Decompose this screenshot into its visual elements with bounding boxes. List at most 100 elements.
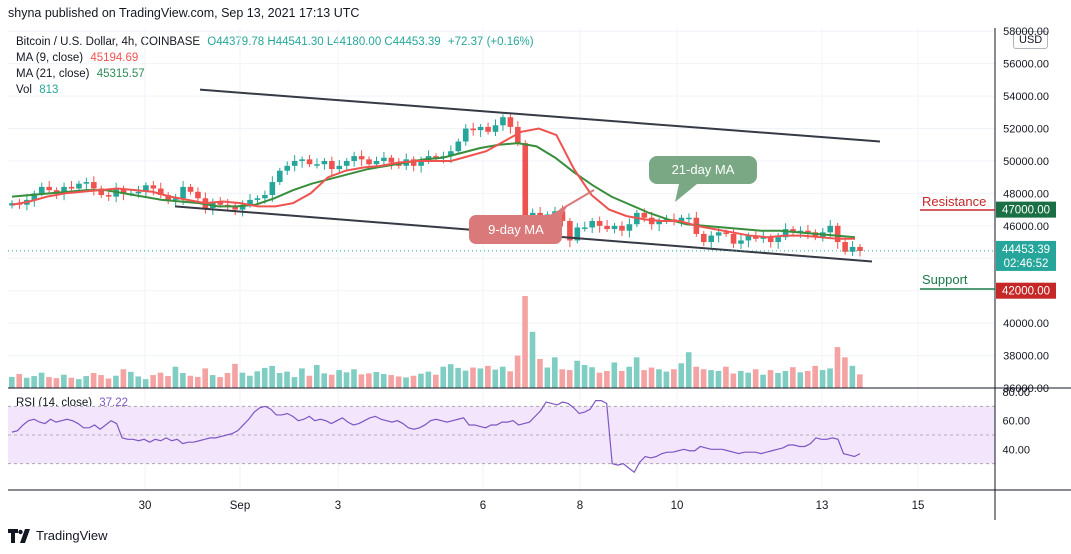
candle-body <box>492 125 499 132</box>
volume-bar <box>559 369 566 388</box>
price-tick-label: 40000.00 <box>1003 318 1049 330</box>
volume-bar <box>142 379 149 388</box>
volume-bar <box>388 375 394 388</box>
axes: 58000.00 56000.00 54000.00 52000.00 50000.00… <box>8 26 1071 520</box>
volume-bar <box>842 357 848 388</box>
ma21-row[interactable]: MA (21, close) 45315.57 <box>16 66 534 82</box>
volume-bar <box>75 379 82 388</box>
footer-brand: TradingView <box>36 528 108 543</box>
volume-bar <box>172 366 179 388</box>
volume-bar <box>380 374 387 388</box>
volume-bar <box>120 369 127 388</box>
volume-bar <box>700 369 707 388</box>
volume-bar <box>128 371 134 388</box>
volume-bar <box>61 374 67 388</box>
candle-body <box>284 165 291 171</box>
resistance-label: Resistance <box>922 194 986 209</box>
candle-body <box>656 220 662 225</box>
volume-bar <box>581 365 588 388</box>
candle-body <box>611 225 618 230</box>
candle-body <box>247 199 253 205</box>
tradingview-footer[interactable]: TradingView <box>8 528 108 543</box>
resistance-level-tag-box <box>996 201 1056 218</box>
volume-row[interactable]: Vol 813 <box>16 82 534 98</box>
candle-body <box>381 157 387 161</box>
volume-bar <box>522 296 528 388</box>
volume-bar <box>782 370 789 388</box>
support-level-tag-text: 42000.00 <box>1002 286 1050 298</box>
volume-bar <box>685 352 692 388</box>
volume-bar <box>217 377 223 388</box>
volume-bar <box>834 347 841 388</box>
candle-body <box>418 160 424 166</box>
volume-bar <box>790 367 796 388</box>
volume-bar <box>276 373 283 388</box>
candle-body <box>604 225 610 230</box>
candle-body <box>782 229 789 238</box>
volume-bar <box>663 371 670 388</box>
candle-body <box>619 225 625 231</box>
volume-bar <box>403 377 409 388</box>
candle-body <box>358 156 365 160</box>
candle-body <box>135 191 142 194</box>
volume-bar <box>165 376 171 388</box>
time-tick-label: Sep <box>230 500 250 512</box>
current-price-tag-box <box>996 240 1056 271</box>
volume-bar <box>269 365 275 388</box>
candle-body <box>105 195 112 197</box>
candle-body <box>641 212 648 218</box>
volume-bar <box>671 369 677 388</box>
volume-bar <box>150 375 156 388</box>
volume-bar <box>90 373 97 388</box>
currency-button[interactable]: USD <box>1013 31 1049 49</box>
volume-bar <box>366 373 372 388</box>
candle-body <box>678 217 685 221</box>
candle-body <box>68 186 75 189</box>
rsi-tick-label: 80.00 <box>1002 387 1030 399</box>
annotations: 21-day MA 9-day MA Resistance Support 47000.… <box>8 156 1056 299</box>
candle-body <box>187 186 194 192</box>
volume-bar <box>113 375 119 388</box>
ohlc-values: O44379.78 H44541.30 L44180.00 C44453.39 <box>207 36 441 48</box>
volume-bar <box>321 373 328 388</box>
volume-bar <box>98 375 104 388</box>
rsi-label: RSI (14, close) <box>16 397 93 409</box>
volume-bar <box>812 365 818 388</box>
volume-bar <box>328 374 335 388</box>
candle-body <box>143 185 149 192</box>
time-tick-label: 10 <box>671 500 684 512</box>
candle-body <box>314 164 320 166</box>
upper-channel-line <box>199 88 881 143</box>
volume-bar <box>819 370 826 388</box>
volume-bar <box>254 371 261 388</box>
candle-body <box>91 182 97 189</box>
volume-bar <box>775 373 781 388</box>
publisher-line: shyna published on TradingView.com, Sep … <box>8 6 360 20</box>
volume-bar <box>31 376 37 388</box>
symbol-title[interactable]: Bitcoin / U.S. Dollar, 4h, COINBASE <box>16 36 201 48</box>
candle-body <box>775 237 781 243</box>
candlesticks <box>9 112 863 257</box>
volume-bar <box>247 375 253 388</box>
ma21-callout-text: 21-day MA <box>672 162 735 177</box>
ma9-line <box>11 127 855 240</box>
candle-body <box>98 188 105 196</box>
volume-bar <box>180 373 186 388</box>
support-level-tag-box <box>996 282 1056 299</box>
candle-body <box>262 195 268 199</box>
volume-bar <box>209 375 216 388</box>
volume-bar <box>425 371 432 388</box>
volume-bar <box>827 368 833 388</box>
candle-body <box>269 182 276 196</box>
price-change: +72.37 (+0.16%) <box>447 36 534 48</box>
ma9-row[interactable]: MA (9, close) 45194.69 <box>16 50 534 66</box>
volume-bar <box>552 357 558 388</box>
candle-body <box>753 235 759 239</box>
ma9-value: 45194.69 <box>90 52 139 64</box>
candle-body <box>254 198 261 200</box>
volume-bar <box>440 366 447 388</box>
ma9-callout-pointer <box>559 189 595 211</box>
candle-body <box>790 229 796 233</box>
candle-body <box>827 225 834 233</box>
